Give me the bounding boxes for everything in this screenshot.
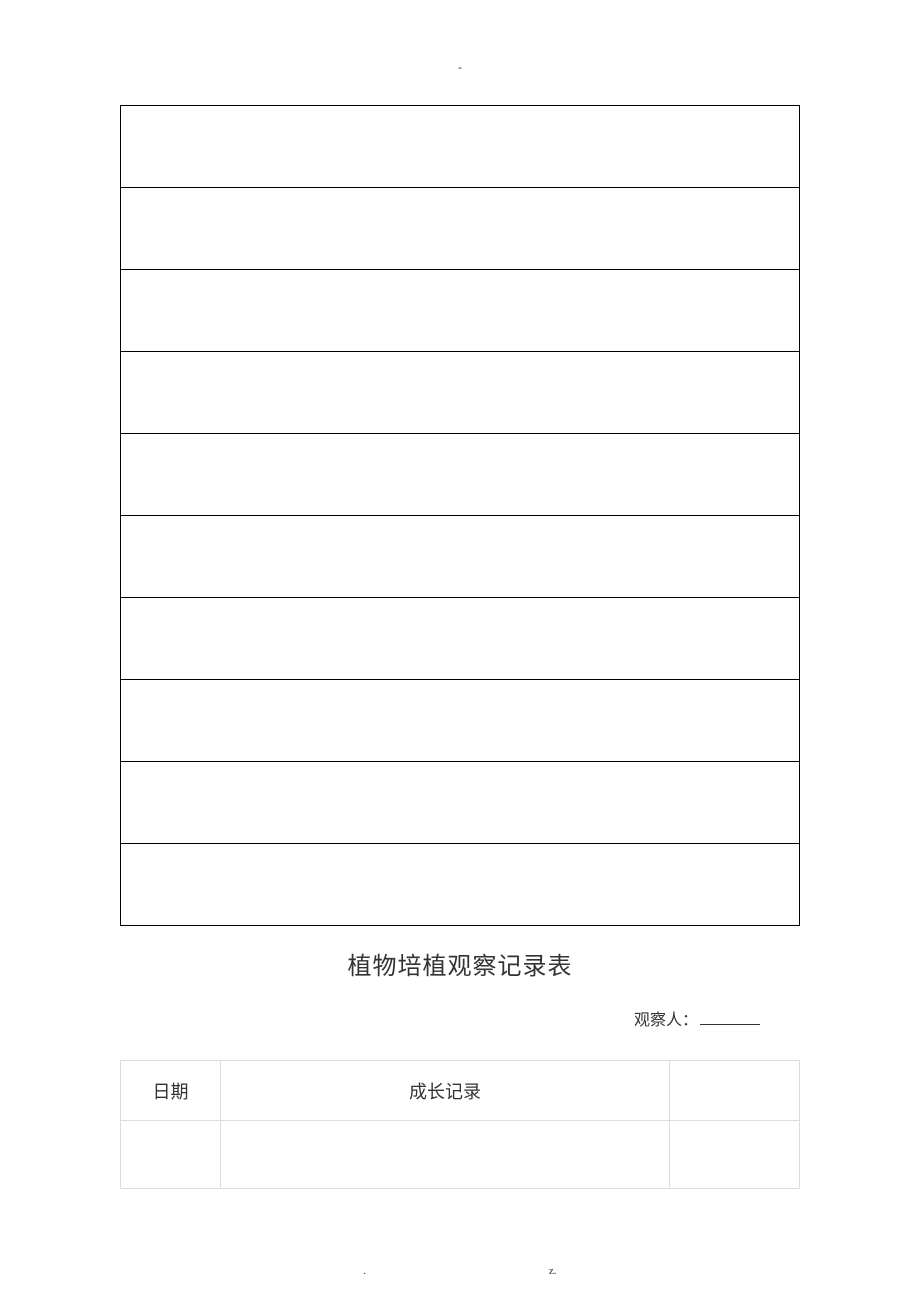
- table-row: [121, 516, 800, 598]
- column-header-content: 成长记录: [221, 1061, 670, 1121]
- record-table-header-row: 日期 成长记录: [121, 1061, 800, 1121]
- main-blank-table: [120, 105, 800, 926]
- record-cell-extra: [670, 1121, 800, 1189]
- column-header-date: 日期: [121, 1061, 221, 1121]
- table-row: [121, 762, 800, 844]
- table-cell: [121, 844, 800, 926]
- table-row: [121, 598, 800, 680]
- record-table: 日期 成长记录: [120, 1060, 800, 1189]
- table-cell: [121, 680, 800, 762]
- table-row: [121, 106, 800, 188]
- column-header-extra: [670, 1061, 800, 1121]
- record-table-data-row: [121, 1121, 800, 1189]
- table-cell: [121, 106, 800, 188]
- table-cell: [121, 516, 800, 598]
- table-cell: [121, 598, 800, 680]
- record-cell-date: [121, 1121, 221, 1189]
- footer-right-mark: z.: [549, 1265, 557, 1277]
- title-section: 植物培植观察记录表: [120, 946, 800, 981]
- page-title: 植物培植观察记录表: [348, 954, 573, 980]
- header-mark: -: [120, 60, 800, 75]
- main-table-body: [121, 106, 800, 926]
- table-cell: [121, 352, 800, 434]
- table-row: [121, 680, 800, 762]
- table-row: [121, 434, 800, 516]
- observer-label: 观察人：: [634, 1012, 698, 1029]
- footer-left-mark: .: [363, 1265, 366, 1277]
- record-cell-content: [221, 1121, 670, 1189]
- page-container: - 植物培植观察记录表 观察人： 日期 成长记录: [0, 0, 920, 1229]
- observer-section: 观察人：: [120, 1006, 800, 1030]
- table-row: [121, 270, 800, 352]
- observer-blank-line: [700, 1024, 760, 1025]
- table-cell: [121, 434, 800, 516]
- table-cell: [121, 188, 800, 270]
- table-cell: [121, 762, 800, 844]
- table-row: [121, 844, 800, 926]
- table-cell: [121, 270, 800, 352]
- table-row: [121, 352, 800, 434]
- table-row: [121, 188, 800, 270]
- footer-marks: . z.: [0, 1265, 920, 1277]
